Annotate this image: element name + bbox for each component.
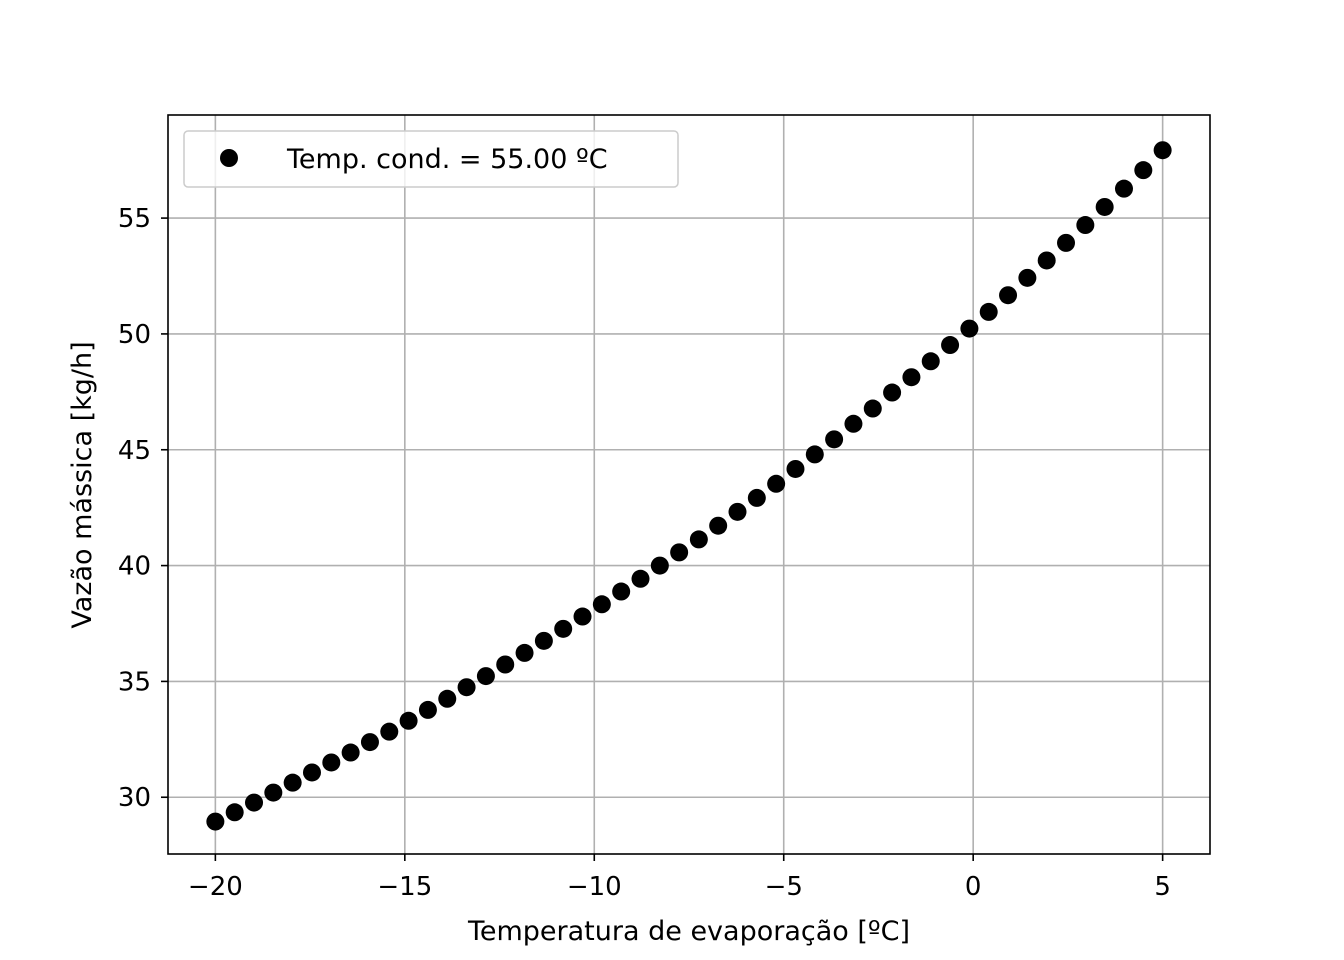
data-point (1076, 216, 1095, 235)
legend-box (183, 130, 679, 188)
data-point (264, 783, 283, 802)
y-tick-label: 40 (118, 552, 151, 582)
data-point (438, 689, 457, 708)
data-point (360, 733, 379, 752)
x-tick-label: −20 (188, 872, 243, 902)
data-point (728, 502, 747, 521)
legend-label: Temp. cond. = 55.00 ºC (286, 144, 608, 175)
data-point (786, 459, 805, 478)
data-point (1134, 161, 1153, 180)
y-tick-label: 50 (118, 320, 151, 350)
data-point (709, 516, 728, 535)
data-point (999, 286, 1018, 305)
data-point (1095, 197, 1114, 216)
data-point (844, 414, 863, 433)
data-point (1037, 251, 1056, 270)
x-tick-label: −10 (567, 872, 622, 902)
plot-frame (167, 114, 1211, 855)
x-tick-label: 0 (965, 872, 982, 902)
x-tick-label: −5 (765, 872, 803, 902)
x-tick-label: −15 (377, 872, 432, 902)
data-point (979, 302, 998, 321)
data-point (225, 803, 244, 822)
data-point (1153, 141, 1172, 160)
data-point (592, 595, 611, 614)
grid (168, 115, 1210, 854)
data-point (650, 556, 669, 575)
data-point (612, 582, 631, 601)
legend: Temp. cond. = 55.00 ºC (183, 130, 679, 188)
data-point (573, 607, 592, 626)
data-point (476, 667, 495, 686)
data-point (941, 336, 960, 355)
data-point (767, 474, 786, 493)
data-point (921, 352, 940, 371)
data-point (883, 383, 902, 402)
data-point (341, 743, 360, 762)
data-point (534, 631, 553, 650)
data-point (805, 445, 824, 464)
data-point (380, 722, 399, 741)
data-point (457, 678, 476, 697)
data-point (515, 643, 534, 662)
data-point (418, 700, 437, 719)
y-axis: 30 35 40 45 50 55 (118, 204, 168, 813)
data-point (554, 619, 573, 638)
data-point (399, 711, 418, 730)
data-point (283, 773, 302, 792)
data-point (206, 812, 225, 831)
legend-marker (220, 149, 238, 167)
data-point (902, 368, 921, 387)
data-point (863, 399, 882, 418)
x-axis-title: Temperatura de evaporação [ºC] (467, 916, 910, 947)
data-point (631, 569, 650, 588)
data-point (960, 319, 979, 338)
data-point (825, 430, 844, 449)
data-point (322, 753, 341, 772)
data-point (1057, 233, 1076, 252)
x-tick-label: 5 (1154, 872, 1171, 902)
data-point (747, 488, 766, 507)
data-point (1114, 179, 1133, 198)
x-axis: −20 −15 −10 −5 0 5 (188, 854, 1171, 902)
data-point (302, 763, 321, 782)
y-tick-label: 35 (118, 667, 151, 697)
y-tick-label: 45 (118, 436, 151, 466)
data-point (670, 543, 689, 562)
y-tick-label: 55 (118, 204, 151, 234)
data-point (1018, 268, 1037, 287)
data-point (496, 655, 515, 674)
y-axis-title: Vazão mássica [kg/h] (67, 341, 98, 628)
data-points (206, 141, 1172, 831)
data-point (245, 793, 264, 812)
data-point (689, 530, 708, 549)
y-tick-label: 30 (118, 783, 151, 813)
